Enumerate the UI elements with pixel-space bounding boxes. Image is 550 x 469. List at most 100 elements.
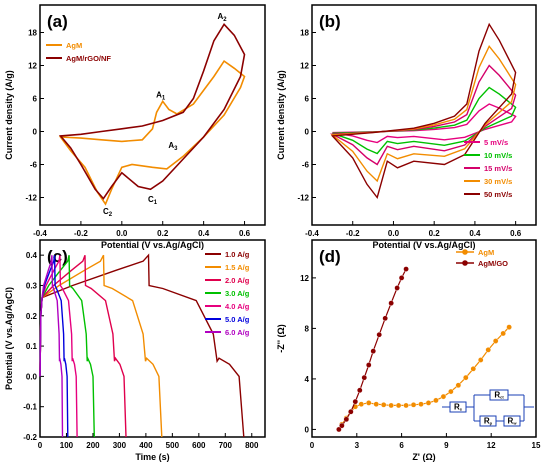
legend-label: AgM/GO — [478, 259, 508, 268]
x-tick-label-d: 9 — [444, 441, 449, 450]
data-point — [433, 397, 439, 404]
data-point — [463, 374, 469, 381]
y-tick-label-b: 18 — [300, 29, 309, 38]
y-axis-title-a: Current density (A/g) — [4, 70, 14, 160]
x-tick-label-a: 0.0 — [116, 229, 128, 238]
y-tick-label-b: -12 — [297, 194, 309, 203]
series-line-gcd-4 — [39, 255, 78, 438]
y-axis-title-c: Potential (V vs.Ag/AgCl) — [4, 287, 14, 390]
x-tick-label-a: 0.4 — [198, 229, 210, 238]
data-point — [418, 401, 424, 407]
x-tick-label-d: 15 — [532, 441, 541, 450]
peak-annotation: C2 — [103, 207, 113, 218]
legend-label: AgM/rGO/NF — [66, 54, 111, 63]
series-line-scan-4 — [330, 22, 517, 200]
legend-label: 50 mV/s — [484, 190, 512, 199]
data-point — [373, 401, 380, 407]
series-line-scan-0 — [332, 103, 517, 144]
x-tick-label-a: 0.6 — [239, 229, 251, 238]
data-point — [440, 393, 447, 400]
y-tick-label-c: 0.1 — [26, 342, 38, 351]
series-line-scan-2 — [329, 64, 517, 166]
data-point — [380, 401, 387, 408]
panel-a-cv-comparison: -0.4 -0.2 0.0 0.2 0.4 0.6 -12 -6 0 6 12 18 Potential… — [4, 4, 266, 250]
data-point — [336, 426, 342, 433]
series-line-scan-3 — [330, 44, 517, 183]
x-tick-label-d: 3 — [355, 441, 360, 450]
x-tick-label-b: -0.2 — [346, 229, 360, 238]
y-tick-label-c: 0.3 — [26, 281, 38, 290]
x-tick-label-b: 0.6 — [510, 229, 522, 238]
data-point — [370, 348, 377, 354]
x-tick-label-d: 6 — [399, 441, 404, 450]
y-axis-title-d: -Z'' (Ω) — [276, 324, 286, 353]
y-tick-label-a: -6 — [30, 161, 38, 170]
legend-label: 1.5 A/g — [225, 263, 250, 272]
x-tick-label-c: 400 — [139, 441, 153, 450]
peak-annotation: A1 — [156, 90, 166, 101]
legend-label: 15 mV/s — [484, 164, 512, 173]
x-axis-title-b: Potential (V vs.Ag/AgCl) — [372, 240, 475, 250]
data-point — [448, 388, 454, 395]
data-point — [485, 347, 492, 353]
data-point — [348, 408, 354, 415]
y-tick-label-c: 0.4 — [26, 251, 38, 260]
series-line-scan-1 — [332, 86, 517, 155]
data-point — [343, 416, 350, 423]
series-line-agm — [58, 59, 246, 206]
data-point — [506, 324, 512, 330]
y-tick-label-c: 0.2 — [26, 312, 38, 321]
series-line-gcd-3 — [39, 255, 95, 438]
data-point — [395, 402, 402, 409]
y-tick-label-c: -0.1 — [23, 403, 37, 412]
x-tick-label-d: 0 — [310, 441, 315, 450]
x-tick-label-c: 700 — [219, 441, 233, 450]
panel-b-cv-scan-rates: -0.4 -0.2 0.0 0.2 0.4 0.6 -12 -6 0 6 12 18 Potential… — [276, 4, 537, 250]
data-point — [470, 366, 477, 372]
data-point — [492, 338, 499, 344]
panel-label-d: (d) — [319, 247, 341, 266]
series-line-gcd-1 — [39, 254, 163, 438]
circuit-label: Rs — [454, 403, 463, 412]
data-point — [365, 400, 372, 406]
data-point — [410, 401, 417, 408]
legend-label: 3.0 A/g — [225, 289, 250, 298]
peak-annotation: A2 — [217, 12, 227, 23]
x-tick-label-c: 600 — [192, 441, 206, 450]
legend-label: AgM — [66, 41, 82, 50]
legend-marker — [462, 249, 468, 255]
peak-annotation: C1 — [148, 195, 158, 206]
x-tick-label-c: 100 — [60, 441, 74, 450]
series-line-gcd-6 — [39, 255, 64, 438]
y-tick-label-d: 12 — [300, 274, 309, 283]
data-point — [352, 398, 359, 405]
y-tick-label-d: 0 — [305, 425, 310, 434]
x-tick-label-c: 800 — [245, 441, 259, 450]
legend-label: 1.0 A/g — [225, 250, 250, 259]
peak-annotation: A3 — [168, 141, 178, 152]
legend-label: 6.0 A/g — [225, 328, 250, 337]
data-point — [388, 402, 394, 409]
data-point — [398, 275, 405, 281]
y-tick-label-d: 8 — [305, 324, 310, 333]
y-tick-label-a: 18 — [28, 29, 37, 38]
series-line-gcd-2 — [39, 254, 127, 438]
x-tick-label-b: 0.4 — [469, 229, 481, 238]
x-tick-label-c: 300 — [113, 441, 127, 450]
legend-label: 5.0 A/g — [225, 315, 250, 324]
y-tick-label-a: 6 — [33, 95, 38, 104]
data-point — [500, 330, 506, 337]
legend-label: 10 mV/s — [484, 151, 512, 160]
x-tick-label-a: -0.2 — [74, 229, 88, 238]
panel-d-nyquist-plot: 0 3 6 9 12 15 0 4 8 12 Z' (Ω) -Z'' (Ω) (d) AgM AgM/GO R… — [276, 239, 541, 462]
x-tick-label-a: -0.4 — [33, 229, 47, 238]
x-axis-title-d: Z' (Ω) — [412, 452, 435, 462]
x-tick-label-c: 500 — [166, 441, 180, 450]
data-point — [376, 331, 383, 338]
x-tick-label-b: -0.4 — [305, 229, 319, 238]
panel-label-b: (b) — [319, 12, 341, 31]
x-axis-title-c: Time (s) — [135, 452, 169, 462]
legend-label: 5 mV/s — [484, 138, 508, 147]
y-tick-label-a: 0 — [33, 128, 38, 137]
